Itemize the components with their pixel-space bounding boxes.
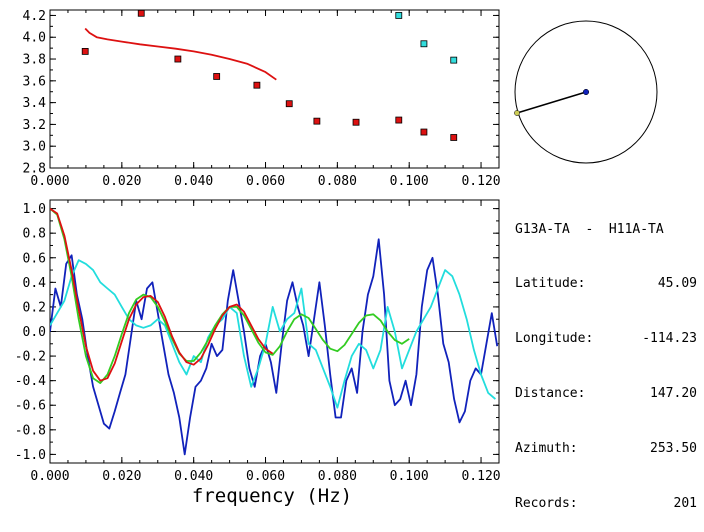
data-point (213, 73, 221, 80)
series-line (84, 27, 277, 81)
series-line (50, 238, 499, 456)
y-tick-label: 0.6 (23, 251, 46, 266)
info-label: Azimuth: (515, 441, 578, 457)
x-tick-label: 0.080 (318, 174, 357, 189)
series-line (50, 259, 496, 409)
y-tick-label: 3.4 (23, 96, 47, 111)
info-label: Latitude: (515, 276, 586, 292)
y-tick-label: 3.2 (23, 118, 46, 133)
y-tick-label: -1.0 (15, 448, 46, 463)
info-value: 201 (673, 496, 697, 512)
y-tick-label: 0.0 (23, 325, 46, 340)
y-tick-label: 4.0 (23, 31, 46, 46)
station-pair-title: G13A-TA - H11A-TA (515, 221, 664, 237)
data-point (395, 12, 403, 19)
info-value: 147.20 (650, 386, 697, 402)
info-label: Longitude: (515, 331, 594, 347)
x-tick-label: 0.120 (461, 469, 500, 484)
y-tick-label: -0.4 (15, 374, 46, 389)
data-point (81, 48, 89, 55)
info-row-records: Records: 201 (515, 495, 697, 513)
info-label: Distance: (515, 386, 586, 402)
x-tick-label: 0.060 (246, 174, 285, 189)
figure: 0.000 0.020 0.040 0.060 0.080 0.100 0.120 2.8 3.… (15, 9, 658, 507)
data-point (395, 116, 403, 124)
info-row-latitude: Latitude: 45.09 (515, 275, 697, 293)
x-tick-label: 0.040 (174, 469, 213, 484)
x-tick-label: 0.080 (318, 469, 357, 484)
y-tick-label: 3.6 (23, 74, 46, 89)
info-row-distance: Distance: 147.20 (515, 385, 697, 403)
plot-frame (49, 9, 500, 169)
y-tick-label: 1.0 (23, 202, 46, 217)
x-tick-label: 0.040 (174, 174, 213, 189)
y-tick-label: 3.8 (23, 53, 46, 68)
bottom-correlation-plot: 0.000 0.020 0.040 0.060 0.080 0.100 0.120 -1.0 -… (15, 199, 501, 484)
path-line (516, 91, 587, 114)
x-tick-label: 0.060 (246, 469, 285, 484)
azimuth-map (514, 20, 658, 164)
x-tick-label: 0.020 (102, 174, 141, 189)
data-point (285, 100, 293, 108)
x-tick-label: 0.120 (461, 174, 500, 189)
y-tick-label: 3.0 (23, 140, 46, 155)
y-tick-label: -0.8 (15, 423, 46, 438)
info-value: -114.23 (642, 331, 697, 347)
y-tick-label: 4.2 (23, 9, 46, 24)
station-end-dot (514, 110, 520, 116)
x-tick-label: 0.000 (30, 469, 69, 484)
info-label: Records: (515, 496, 578, 512)
data-point (253, 81, 261, 89)
info-row-azimuth: Azimuth: 253.50 (515, 440, 697, 458)
info-value: 253.50 (650, 441, 697, 457)
map-circle (514, 20, 658, 164)
y-tick-label: 0.2 (23, 300, 46, 315)
y-tick-label: 0.8 (23, 227, 46, 242)
x-axis-label: frequency (Hz) (192, 485, 352, 507)
series-line (50, 207, 274, 382)
x-tick-label: 0.020 (102, 469, 141, 484)
data-point (450, 56, 458, 64)
y-tick-label: 0.4 (23, 276, 47, 291)
data-point (420, 40, 428, 48)
info-value: 45.09 (657, 276, 697, 292)
station-info-panel: G13A-TA - H11A-TA Latitude: 45.09 Longitu… (515, 184, 697, 532)
x-tick-label: 0.000 (30, 174, 69, 189)
y-tick-label: 2.8 (23, 162, 46, 177)
x-tick-label: 0.100 (390, 469, 429, 484)
data-point (174, 55, 182, 63)
y-tick-label: -0.2 (15, 350, 46, 365)
data-point (352, 118, 360, 126)
station-center-dot (582, 88, 590, 96)
data-point (313, 117, 321, 125)
x-tick-label: 0.100 (390, 174, 429, 189)
data-point (420, 128, 428, 136)
info-row-longitude: Longitude: -114.23 (515, 330, 697, 348)
data-point (450, 134, 458, 141)
data-point (137, 9, 145, 17)
series-line (50, 207, 410, 385)
y-tick-label: -0.6 (15, 399, 46, 414)
top-dispersion-plot: 0.000 0.020 0.040 0.060 0.080 0.100 0.120 2.8 3.… (23, 9, 501, 189)
